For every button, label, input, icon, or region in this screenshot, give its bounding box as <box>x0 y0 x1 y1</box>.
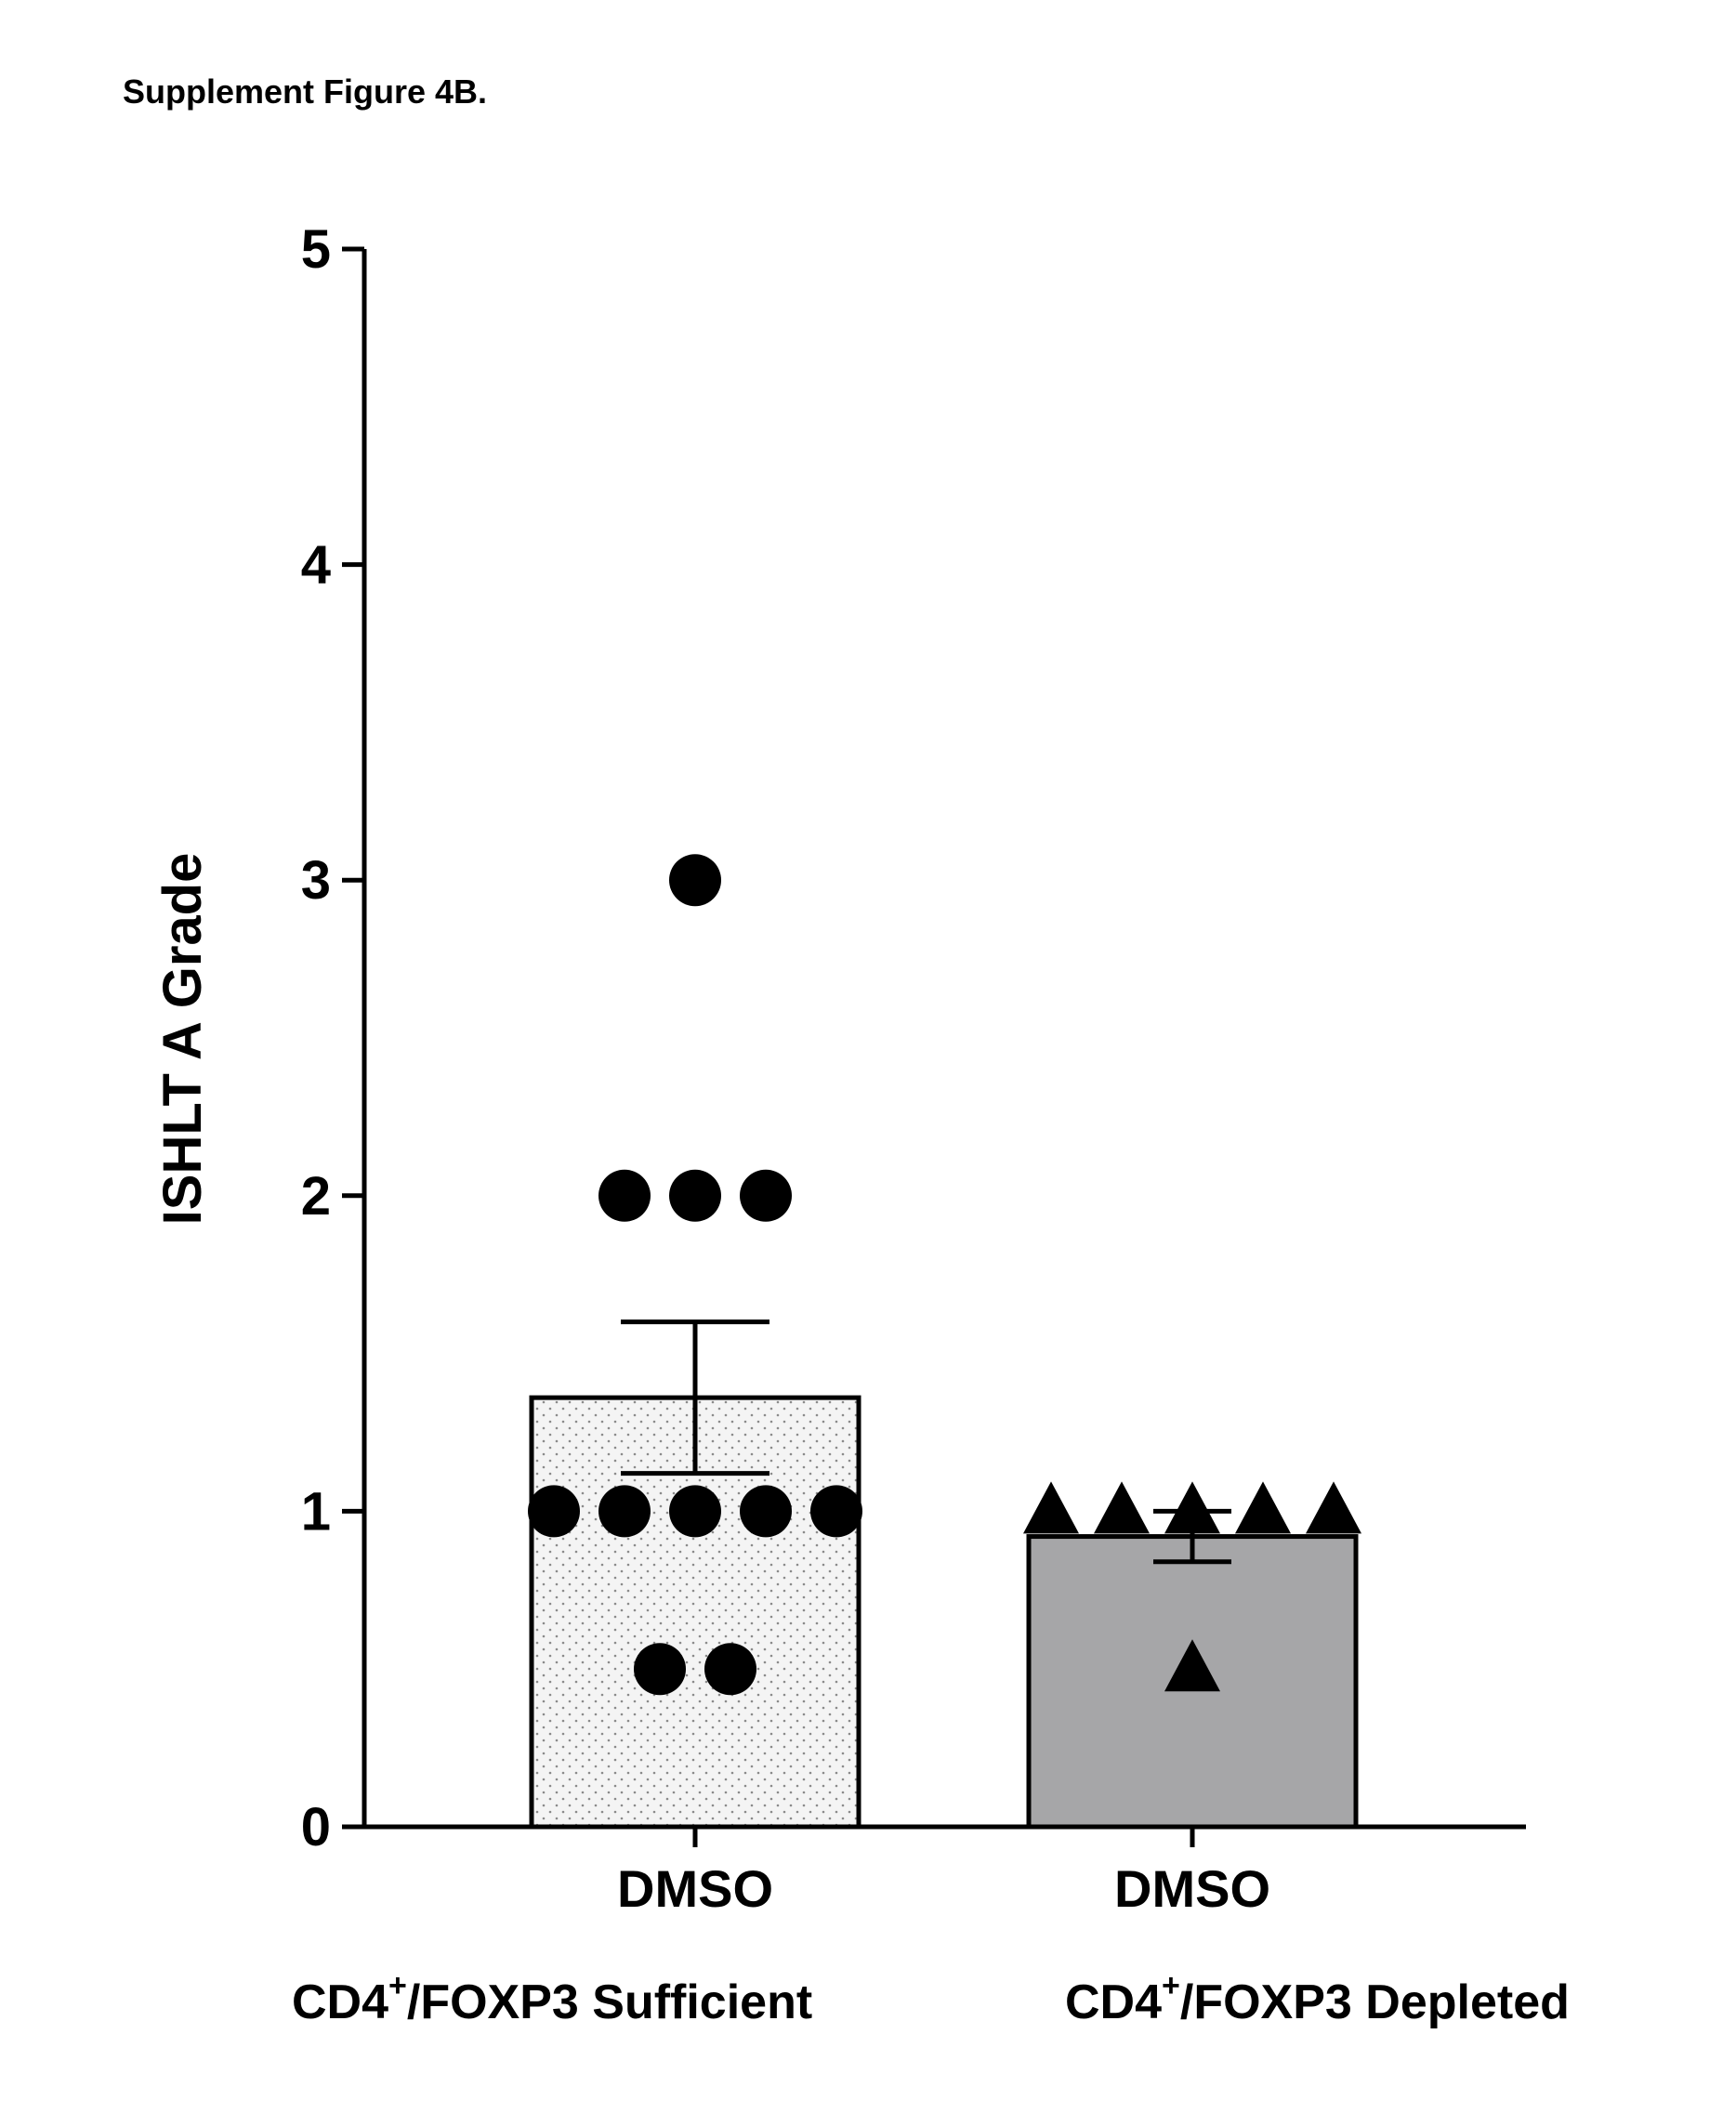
data-point-0-9 <box>634 1643 686 1696</box>
y-tick-label-2: 2 <box>301 1166 331 1227</box>
figure-title: Supplement Figure 4B. <box>123 72 488 111</box>
data-point-0-6 <box>669 1169 721 1222</box>
y-tick-label-0: 0 <box>301 1797 331 1857</box>
y-ticks: 0 1 2 3 4 5 <box>301 219 364 1857</box>
y-axis-label: ISHLT A Grade <box>152 853 213 1226</box>
data-point-0-5 <box>598 1169 651 1222</box>
data-point-1-0 <box>1023 1481 1079 1534</box>
group-label-0: CD4+/FOXP3 Sufficient <box>292 1968 812 2029</box>
data-point-0-10 <box>704 1643 756 1696</box>
data-point-0-7 <box>740 1169 792 1222</box>
x-category-label-1: DMSO <box>1114 1859 1270 1918</box>
data-point-1-4 <box>1306 1481 1361 1534</box>
points-layer <box>528 854 1361 1696</box>
group-label-1: CD4+/FOXP3 Depleted <box>1065 1968 1570 2029</box>
error-bars-layer <box>621 1319 1231 1565</box>
data-point-0-1 <box>598 1485 651 1538</box>
data-point-0-3 <box>740 1485 792 1538</box>
data-point-0-0 <box>528 1485 580 1538</box>
data-point-1-1 <box>1094 1481 1150 1534</box>
x-labels: DMSO DMSO CD4+/FOXP3 Sufficient CD4+/FOXP3 … <box>292 1827 1570 2029</box>
axes-layer <box>342 249 1526 1830</box>
y-tick-label-5: 5 <box>301 219 331 280</box>
data-point-1-2 <box>1164 1481 1220 1534</box>
y-tick-label-1: 1 <box>301 1481 331 1542</box>
data-point-0-8 <box>669 854 721 907</box>
data-point-0-2 <box>669 1485 721 1538</box>
bars-layer <box>529 1395 1359 1830</box>
data-point-1-5 <box>1164 1639 1220 1692</box>
data-point-0-4 <box>810 1485 862 1538</box>
y-tick-label-3: 3 <box>301 850 331 911</box>
y-tick-label-4: 4 <box>301 535 331 596</box>
data-point-1-3 <box>1235 1481 1291 1534</box>
x-category-label-0: DMSO <box>617 1859 773 1918</box>
